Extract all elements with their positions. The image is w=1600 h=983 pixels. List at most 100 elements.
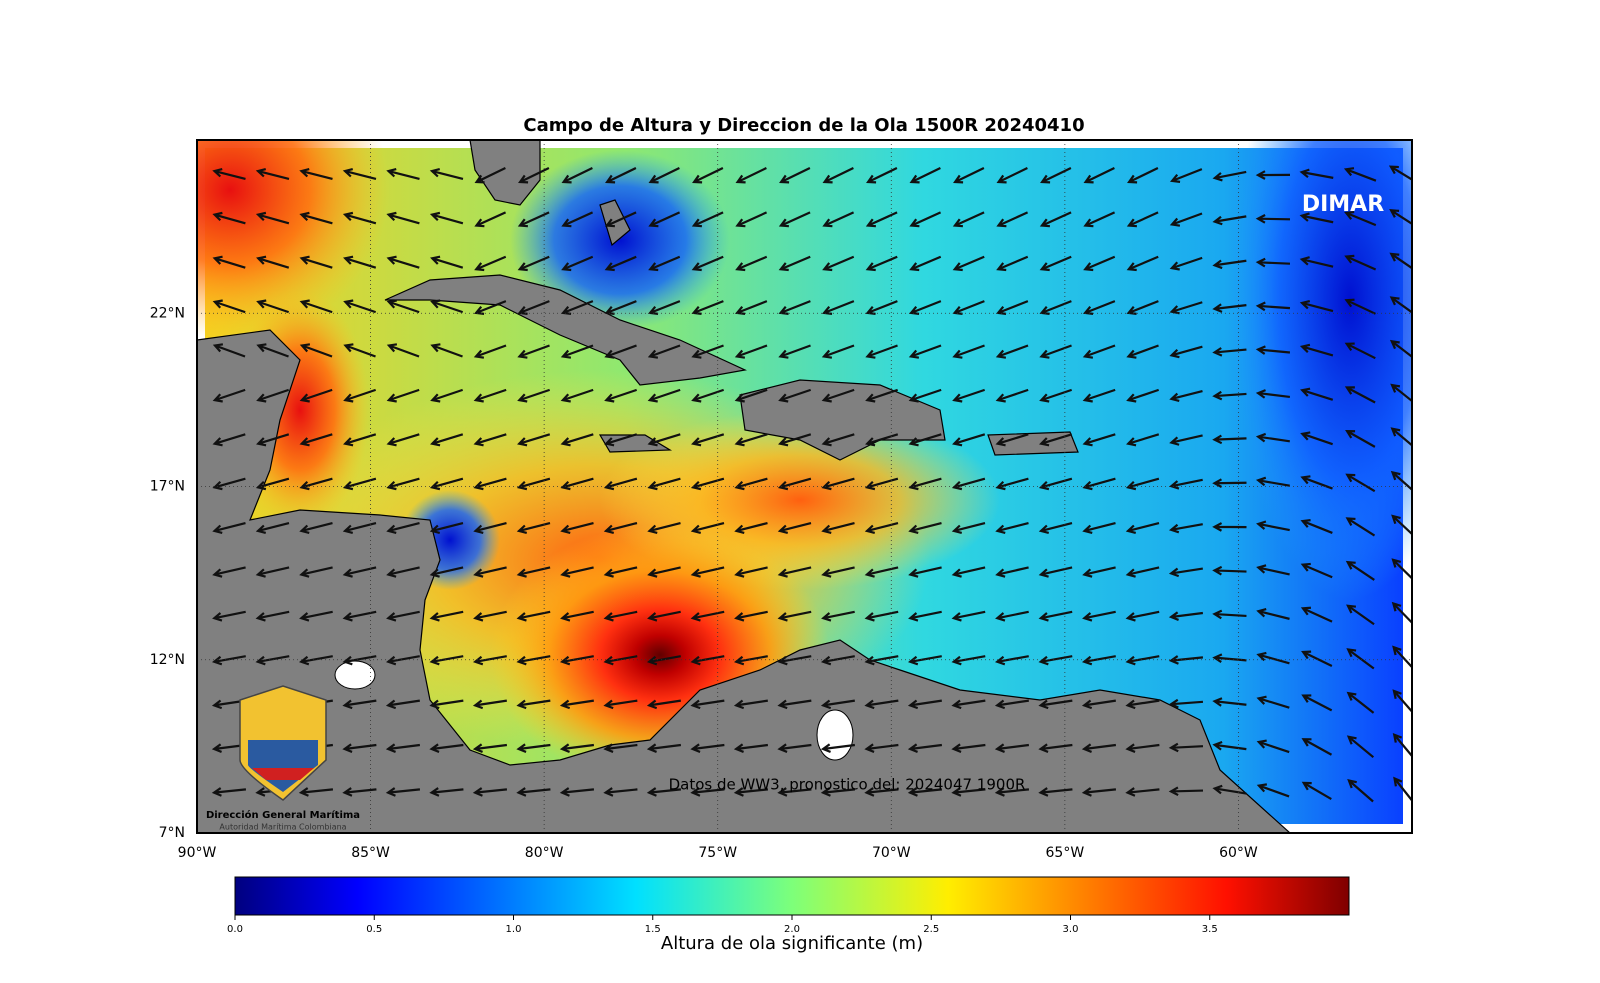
arrow [386, 211, 420, 225]
arrow [777, 743, 812, 753]
arrow [864, 787, 899, 797]
arrow [909, 167, 941, 184]
arrow [1169, 478, 1203, 490]
arrow [1082, 566, 1116, 578]
arrow [821, 344, 855, 359]
colorbar-tick-label: 3.5 [1202, 924, 1218, 935]
lon-tick-label: 90°W [178, 845, 217, 861]
arrow [996, 255, 1029, 272]
lon-tick-label: 85°W [351, 845, 390, 861]
wave-arrows [211, 165, 1412, 803]
arrow [692, 167, 724, 184]
arrow [820, 699, 855, 710]
arrow [1255, 170, 1291, 180]
arrow [734, 344, 768, 359]
arrow [212, 521, 246, 535]
arrow [386, 477, 420, 491]
arrow [952, 388, 986, 403]
arrow [952, 300, 985, 315]
arrow [995, 566, 1029, 578]
arrow [1255, 257, 1291, 268]
arrow [995, 300, 1029, 315]
arrow [518, 167, 550, 184]
arrow [386, 610, 420, 622]
arrow [864, 610, 899, 622]
arrow [690, 743, 725, 753]
arrow [430, 433, 464, 447]
arrow [385, 655, 420, 666]
arrow [1301, 781, 1332, 801]
arrow [299, 566, 333, 578]
arrow [951, 655, 986, 666]
arrow [735, 167, 767, 184]
arrow [1125, 610, 1160, 622]
arrow [255, 566, 290, 578]
arrow [386, 255, 420, 269]
arrow [256, 299, 290, 314]
arrow [907, 699, 942, 710]
arrow [299, 521, 333, 535]
arrow [777, 787, 812, 797]
arrow [429, 167, 464, 181]
arrow [430, 388, 464, 403]
arrow [778, 211, 811, 228]
arrow [1255, 345, 1291, 355]
arrow [1345, 473, 1376, 493]
arrow [1344, 342, 1376, 360]
colorbar-tick-label: 2.5 [923, 924, 939, 935]
arrow [1168, 786, 1204, 797]
arrow [212, 255, 246, 269]
arrow [733, 743, 769, 753]
arrow [604, 211, 637, 228]
arrow [516, 699, 551, 710]
arrow [1301, 738, 1333, 756]
arrow [690, 521, 725, 535]
lat-tick-label: 22°N [150, 305, 185, 321]
arrow [474, 167, 506, 184]
arrow [1081, 743, 1117, 753]
arrow [777, 566, 812, 578]
arrow [386, 167, 420, 181]
arrow [560, 566, 594, 578]
arrow [517, 388, 551, 403]
arrow [1390, 470, 1412, 492]
arrow [951, 787, 986, 797]
arrow [1082, 388, 1116, 403]
arrow [516, 521, 551, 535]
arrow [952, 211, 985, 228]
arrow [1212, 609, 1247, 620]
arrow [821, 610, 855, 622]
arrow [1038, 521, 1073, 535]
arrow [299, 211, 333, 225]
arrow [212, 299, 246, 314]
arrow [1347, 779, 1374, 803]
arrow [647, 300, 681, 315]
arrow [473, 477, 507, 491]
arrow [778, 433, 812, 447]
arrow [908, 477, 942, 491]
arrow [1039, 344, 1072, 359]
arrow [1301, 650, 1333, 668]
arrow [1212, 259, 1247, 270]
arrow [1345, 429, 1376, 448]
arrow [779, 167, 811, 184]
arrow [865, 344, 898, 359]
arrow [951, 521, 986, 535]
arrow [907, 655, 942, 666]
arrow [647, 388, 681, 403]
arrow [1255, 389, 1291, 399]
arrow [908, 388, 942, 403]
arrow [1039, 211, 1072, 228]
arrow [343, 299, 377, 314]
logo: Dirección General Marítima Autoridad Mar… [206, 685, 360, 832]
arrow [1125, 655, 1160, 666]
arrow [1212, 740, 1247, 751]
arrow [473, 433, 507, 447]
arrow [429, 521, 464, 535]
arrow [212, 167, 246, 181]
arrow [909, 255, 942, 272]
arrow [386, 433, 420, 447]
logo-line1: Dirección General Marítima [206, 809, 360, 821]
arrow [1256, 695, 1290, 709]
arrow [473, 388, 507, 403]
